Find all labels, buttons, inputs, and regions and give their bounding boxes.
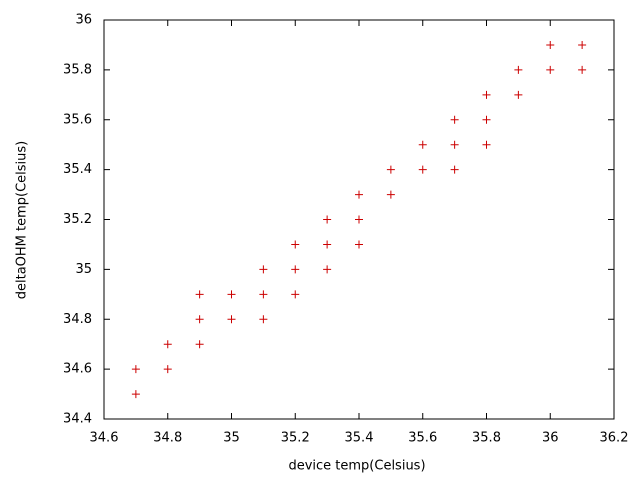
point [418, 140, 427, 149]
point [418, 165, 427, 174]
x-tick-label: 35.6 [408, 431, 437, 446]
point [578, 65, 587, 74]
x-tick-label: 36.2 [600, 431, 629, 446]
point [482, 115, 491, 124]
y-tick-label: 35.6 [63, 112, 92, 127]
point [323, 215, 332, 224]
point [323, 240, 332, 249]
y-axis-label: deltaOHM temp(Celsius) [15, 141, 30, 300]
x-tick-label: 34.8 [153, 431, 182, 446]
y-tick-label: 36 [75, 13, 92, 28]
point [450, 165, 459, 174]
x-tick-label: 35.2 [281, 431, 310, 446]
point [259, 290, 268, 299]
point [291, 265, 300, 274]
y-tick-label: 35.4 [63, 162, 92, 177]
point [482, 90, 491, 99]
y-tick-label: 35.2 [63, 212, 92, 227]
point [195, 340, 204, 349]
point [131, 390, 140, 399]
point [291, 290, 300, 299]
point [546, 65, 555, 74]
point [482, 140, 491, 149]
y-tick-label: 35.8 [63, 62, 92, 77]
point [259, 265, 268, 274]
point [514, 65, 523, 74]
y-tick-label: 34.6 [63, 362, 92, 377]
point [195, 290, 204, 299]
point [450, 140, 459, 149]
point [546, 40, 555, 49]
y-tick-label: 34.8 [63, 312, 92, 327]
point [386, 165, 395, 174]
point [514, 90, 523, 99]
point [355, 190, 363, 199]
point [259, 315, 268, 324]
x-tick-label: 35.8 [472, 431, 501, 446]
x-tick-label: 36 [542, 431, 559, 446]
point [163, 365, 172, 374]
point [227, 315, 236, 324]
point [291, 240, 300, 249]
y-tick-label: 35 [75, 262, 92, 277]
point [450, 115, 459, 124]
point [163, 340, 172, 349]
y-tick-label: 34.4 [63, 412, 92, 427]
point [323, 265, 332, 274]
point [355, 240, 363, 249]
point [195, 315, 204, 324]
point [355, 215, 363, 224]
point [386, 190, 395, 199]
point [578, 40, 587, 49]
x-tick-label: 35.4 [345, 431, 374, 446]
x-tick-label: 35 [223, 431, 240, 446]
x-tick-label: 34.6 [90, 431, 119, 446]
x-axis-label: device temp(Celsius) [288, 459, 425, 474]
point [131, 365, 140, 374]
point [227, 290, 236, 299]
